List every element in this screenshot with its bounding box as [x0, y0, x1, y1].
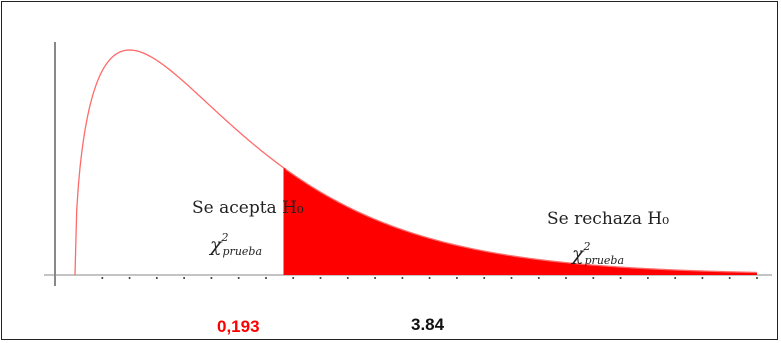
x-axis-tick: [537, 277, 540, 279]
x-axis-tick: [346, 277, 349, 279]
x-axis-tick: [428, 277, 431, 279]
x-axis-tick: [701, 277, 704, 279]
x-axis-tick: [101, 277, 104, 279]
reject-stat-superscript: 2: [583, 240, 591, 253]
x-axis-tick: [401, 277, 404, 279]
test-statistic-label: 0,193: [217, 317, 260, 336]
x-axis-tick: [646, 277, 649, 279]
x-axis-tick: [756, 277, 758, 279]
density-curve: [74, 49, 758, 276]
x-axis-tick: [592, 277, 595, 279]
accept-region-statistic: χ2 prueba: [208, 231, 262, 258]
accept-stat-subscript: prueba: [223, 245, 263, 258]
reject-stat-subscript: prueba: [585, 254, 625, 267]
reject-region-statistic: χ2 prueba: [570, 240, 624, 267]
reject-region-label: Se rechaza H₀: [547, 209, 669, 229]
accept-stat-superscript: 2: [221, 231, 229, 244]
x-axis-tick: [483, 277, 486, 279]
x-axis-tick: [183, 277, 186, 279]
x-axis-tick: [510, 277, 513, 279]
rejection-region-area: [284, 168, 757, 275]
x-axis-tick: [455, 277, 458, 279]
reject-stat-symbol: χ: [570, 243, 585, 265]
x-axis-tick: [565, 277, 567, 279]
x-axis-tick: [128, 277, 131, 279]
x-axis-tick: [319, 277, 322, 279]
x-axis-tick: [210, 277, 213, 279]
x-axis-tick: [237, 277, 240, 279]
accept-region-label: Se acepta H₀: [192, 198, 304, 218]
x-axis-tick: [292, 277, 295, 279]
x-axis-tick: [374, 277, 377, 279]
x-axis-tick: [619, 277, 622, 279]
accept-stat-symbol: χ: [208, 234, 223, 256]
x-axis-tick: [155, 277, 158, 279]
x-axis-tick: [265, 277, 267, 279]
critical-value-label: 3.84: [411, 315, 445, 334]
x-axis-tick: [674, 277, 677, 279]
x-axis-tick: [728, 277, 731, 279]
x-axis-ticks: [101, 277, 758, 279]
